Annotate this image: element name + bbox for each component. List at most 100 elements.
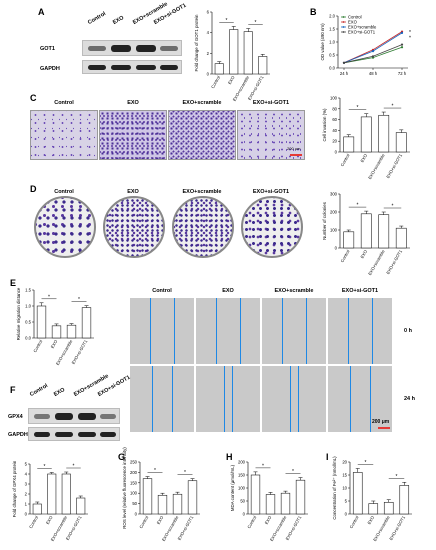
significance-star: *	[44, 464, 46, 470]
significance-star: *	[409, 35, 411, 41]
panel-c-letter: C	[30, 93, 37, 103]
y-tick-label: 0	[25, 512, 28, 517]
x-tick-label: 24 h	[340, 71, 349, 76]
series-line	[343, 46, 403, 64]
band	[55, 432, 73, 437]
significance-star: *	[73, 464, 75, 470]
y-tick-label: 0	[345, 512, 348, 517]
wound-edge-line	[290, 366, 292, 432]
panel-a-lane-labels: Control EXO EXO+scramble EXO+si-GOT1	[87, 1, 188, 40]
bar	[395, 132, 407, 153]
wound-edge-line	[240, 298, 242, 364]
bar	[243, 31, 253, 75]
y-tick-label: 100	[330, 228, 338, 233]
y-tick-label: 0.0	[25, 336, 31, 341]
series-point	[400, 46, 404, 49]
panel-d-dish-control	[34, 196, 96, 258]
x-tick-label: Control	[349, 515, 360, 529]
bar	[360, 213, 372, 249]
bar	[61, 473, 71, 515]
y-tick-label: 150	[238, 473, 246, 478]
series-line	[343, 44, 403, 64]
x-tick-label: Control	[32, 339, 43, 353]
x-tick-label: EXO	[359, 248, 368, 259]
lane-label: Control	[87, 11, 107, 26]
x-tick-label: Control	[340, 153, 351, 167]
panel-c-scale-label: 200 μm	[287, 146, 301, 151]
x-tick-label: EXO+scramble	[161, 514, 180, 542]
y-axis-label: Number of colonies	[322, 201, 327, 240]
panel-e-letter: E	[10, 278, 17, 288]
bar	[295, 479, 306, 515]
y-tick-label: 0	[243, 512, 246, 517]
panel-d-header: EXO+si-GOT1	[252, 189, 290, 195]
bar	[280, 492, 291, 515]
panel-c-header: EXO	[127, 100, 139, 106]
x-tick-label: EXO+si-GOT1	[284, 514, 302, 541]
panel-f-row-label: GPX4	[8, 414, 23, 420]
series-point	[342, 61, 346, 64]
wound-edge-line	[282, 298, 284, 364]
band	[136, 65, 156, 70]
series-point	[342, 61, 346, 64]
x-tick-label: Control	[210, 75, 221, 89]
y-tick-label: 2	[207, 51, 210, 56]
y-tick-label: 1.5	[25, 288, 31, 293]
bar	[81, 307, 92, 339]
significance-star: *	[357, 105, 359, 111]
band	[55, 413, 73, 420]
panel-c-header: Control	[54, 100, 74, 106]
lane-label: EXO	[112, 14, 126, 26]
y-tick-label: 3	[25, 482, 28, 487]
significance-star: *	[262, 463, 264, 469]
panel-e-time-label: 0 h	[404, 328, 412, 334]
panel-c-header: EXO+si-GOT1	[252, 100, 290, 106]
y-tick-label: 100	[130, 491, 138, 496]
panel-e-wound-exo-24h	[196, 366, 260, 432]
panel-d-dish-exo-scramble	[172, 196, 234, 258]
y-tick-label: 2	[25, 492, 28, 497]
y-tick-label: 0.0	[329, 66, 335, 71]
wound-edge-line	[232, 366, 234, 432]
panel-b-letter: B	[310, 7, 317, 17]
significance-star: *	[184, 470, 186, 476]
x-tick-label: EXO	[366, 514, 375, 525]
y-tick-label: 20	[342, 460, 347, 465]
panel-d-dish-exo	[103, 196, 165, 258]
bar	[142, 478, 153, 515]
bar	[395, 227, 407, 249]
legend-label: EXO+si-GOT1	[348, 30, 376, 35]
lane-label: Control	[29, 383, 49, 398]
significance-star: *	[48, 294, 50, 300]
wound-edge-line	[172, 366, 174, 432]
band	[111, 65, 131, 70]
band	[160, 65, 178, 70]
band	[88, 46, 106, 51]
band	[136, 45, 156, 52]
panel-e-wound-exo-si-got1-0h	[328, 298, 392, 364]
bar	[172, 493, 183, 515]
wound-edge-line	[216, 298, 218, 364]
panel-c-header: EXO+scramble	[182, 100, 222, 106]
panel-h-letter: H	[226, 452, 233, 462]
bar	[383, 501, 394, 515]
y-tick-label: 0	[207, 72, 210, 77]
panel-d-header: EXO+scramble	[182, 189, 222, 195]
panel-c-scale-bar	[290, 154, 302, 156]
y-tick-label: 5	[25, 462, 28, 467]
bar	[352, 472, 363, 515]
series-point	[342, 61, 346, 64]
series-line	[343, 31, 403, 64]
panel-g-letter: G	[118, 452, 126, 462]
panel-a-letter: A	[38, 7, 45, 17]
bar	[47, 473, 57, 515]
panel-c-image-exo-si-got1	[237, 110, 305, 160]
panel-e-header: Control	[152, 288, 172, 294]
y-tick-label: 1.0	[329, 40, 335, 45]
bar	[187, 480, 198, 515]
y-tick-label: 1.5	[329, 27, 335, 32]
y-tick-label: 4	[25, 472, 28, 477]
bar	[51, 325, 62, 339]
